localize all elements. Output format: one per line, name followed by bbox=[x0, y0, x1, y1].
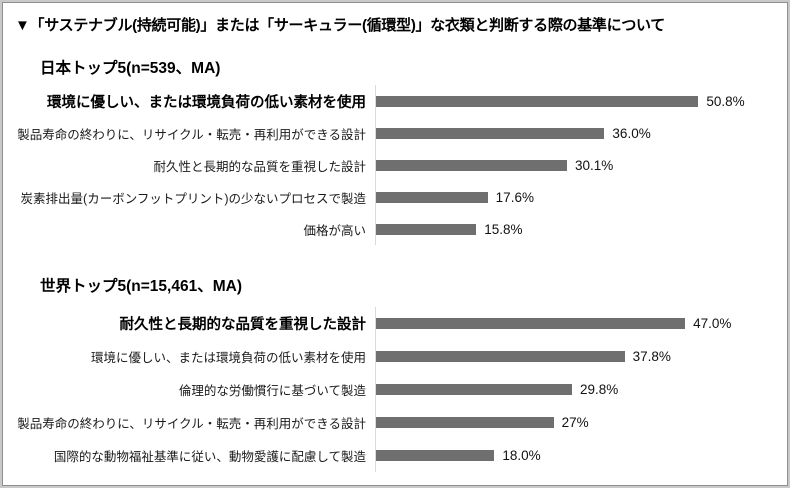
figure-title: ▼「サステナブル(持続可能)」または「サーキュラー(循環型)」な衣類と判断する際… bbox=[15, 17, 665, 34]
bar-row: 炭素排出量(カーボンフットプリント)の少ないプロセスで製造 17.6% bbox=[3, 181, 787, 213]
category-label: 炭素排出量(カーボンフットプリント)の少ないプロセスで製造 bbox=[20, 191, 366, 206]
bar bbox=[376, 384, 572, 395]
value-label: 30.1% bbox=[574, 157, 614, 173]
value-label: 29.8% bbox=[579, 382, 619, 397]
category-label: 価格が高い bbox=[303, 223, 366, 238]
bar-track: 27% bbox=[375, 406, 718, 439]
value-label: 50.8% bbox=[706, 93, 745, 109]
category-label: 環境に優しい、または環境負荷の低い素材を使用 bbox=[90, 351, 366, 365]
bar bbox=[376, 159, 567, 171]
category-label: 耐久性と長期的な品質を重視した設計 bbox=[119, 317, 367, 333]
value-label: 27% bbox=[561, 415, 589, 430]
value-label: 37.8% bbox=[632, 349, 671, 364]
bar bbox=[376, 191, 488, 203]
category-label: 国際的な動物福祉基準に従い、動物愛護に配慮して製造 bbox=[53, 450, 366, 464]
bar-chart-world: 耐久性と長期的な品質を重視した設計 47.0% 環境に優しい、または環境負荷の低… bbox=[3, 307, 787, 472]
value-label: 36.0% bbox=[612, 125, 651, 141]
value-label: 17.6% bbox=[495, 189, 534, 205]
bar-row: 価格が高い 15.8% bbox=[3, 213, 787, 245]
chart-japan-heading: 日本トップ5(n=539、MA) bbox=[40, 60, 221, 77]
value-label: 15.8% bbox=[484, 221, 523, 237]
bar-track: 30.1% bbox=[375, 149, 725, 181]
bar-track: 18.0% bbox=[375, 439, 718, 472]
bar bbox=[376, 351, 625, 362]
bar-row: 製品寿命の終わりに、リサイクル・転売・再利用ができる設計 36.0% bbox=[3, 117, 787, 149]
bar-row: 環境に優しい、または環境負荷の低い素材を使用 50.8% bbox=[3, 85, 787, 117]
bar-row: 倫理的な労働慣行に基づいて製造 29.8% bbox=[3, 373, 787, 406]
bar bbox=[376, 127, 605, 139]
bar bbox=[376, 95, 699, 107]
chart-world-heading: 世界トップ5(n=15,461、MA) bbox=[40, 278, 242, 295]
bar-row: 環境に優しい、または環境負荷の低い素材を使用 37.8% bbox=[3, 340, 787, 373]
bar bbox=[376, 318, 686, 329]
bar-track: 17.6% bbox=[375, 181, 725, 213]
category-label: 製品寿命の終わりに、リサイクル・転売・再利用ができる設計 bbox=[17, 127, 366, 142]
bar-track: 36.0% bbox=[375, 117, 725, 149]
category-label: 環境に優しい、または環境負荷の低い素材を使用 bbox=[47, 94, 366, 111]
bar bbox=[376, 417, 554, 428]
bar-chart-japan: 環境に優しい、または環境負荷の低い素材を使用 50.8% 製品寿命の終わりに、リ… bbox=[3, 85, 787, 245]
category-label: 倫理的な労働慣行に基づいて製造 bbox=[178, 384, 366, 398]
category-label: 製品寿命の終わりに、リサイクル・転売・再利用ができる設計 bbox=[17, 417, 366, 431]
bar-row: 耐久性と長期的な品質を重視した設計 30.1% bbox=[3, 149, 787, 181]
bar-row: 製品寿命の終わりに、リサイクル・転売・再利用ができる設計 27% bbox=[3, 406, 787, 439]
value-label: 18.0% bbox=[502, 448, 541, 463]
bar-row: 国際的な動物福祉基準に従い、動物愛護に配慮して製造 18.0% bbox=[3, 439, 787, 472]
bar-track: 50.8% bbox=[375, 85, 745, 117]
bar-track: 47.0% bbox=[375, 307, 731, 340]
bar bbox=[376, 223, 477, 235]
bar-track: 37.8% bbox=[375, 340, 718, 373]
bar-track: 15.8% bbox=[375, 213, 725, 245]
category-label: 耐久性と長期的な品質を重視した設計 bbox=[153, 159, 366, 174]
bar-row: 耐久性と長期的な品質を重視した設計 47.0% bbox=[3, 307, 787, 340]
value-label: 47.0% bbox=[693, 316, 732, 331]
bar bbox=[376, 450, 495, 461]
bar-track: 29.8% bbox=[375, 373, 718, 406]
